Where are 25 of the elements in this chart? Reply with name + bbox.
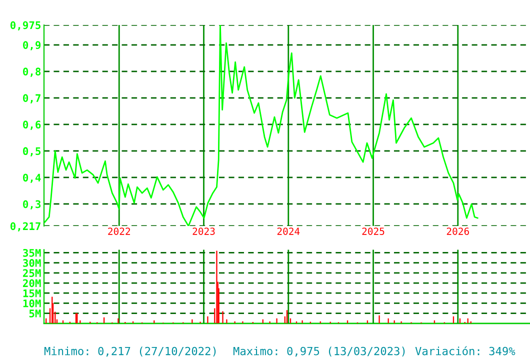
- y-tick-label: 35M: [23, 248, 41, 257]
- y-tick-label: 20M: [22, 279, 41, 288]
- y-tick-label: 0,975: [10, 21, 41, 30]
- y-tick-label: 10M: [23, 299, 41, 308]
- y-tick-label: 0,8: [23, 68, 41, 77]
- y-tick-label: 0,5: [23, 147, 41, 156]
- x-tick-label: 2026: [446, 228, 469, 235]
- x-tick-label: 2022: [108, 228, 130, 235]
- x-tick-label: 2024: [277, 228, 300, 235]
- y-tick-label: 0,7: [23, 94, 40, 104]
- y-tick-label: 5M: [29, 310, 41, 318]
- y-tick-label: 0,217: [10, 222, 40, 232]
- y-tick-label: 0,9: [23, 41, 41, 50]
- text: Variación: 349%: [415, 346, 516, 356]
- line-series: [44, 25, 478, 226]
- y-tick-label: 0,6: [23, 120, 41, 130]
- text: Maximo: 0,975 (13/03/2023): [233, 346, 405, 357]
- y-tick-label: 15M: [23, 289, 41, 298]
- y-tick-label: 0,4: [23, 174, 41, 183]
- y-tick-label: 0,3: [23, 200, 41, 210]
- y-tick-label: 25M: [22, 269, 41, 278]
- x-tick-label: 2025: [362, 228, 384, 235]
- x-tick-label: 2023: [192, 228, 215, 235]
- y-tick-label: 30M: [23, 259, 41, 267]
- text: Minimo: 0,217 (27/10/2022): [44, 346, 216, 357]
